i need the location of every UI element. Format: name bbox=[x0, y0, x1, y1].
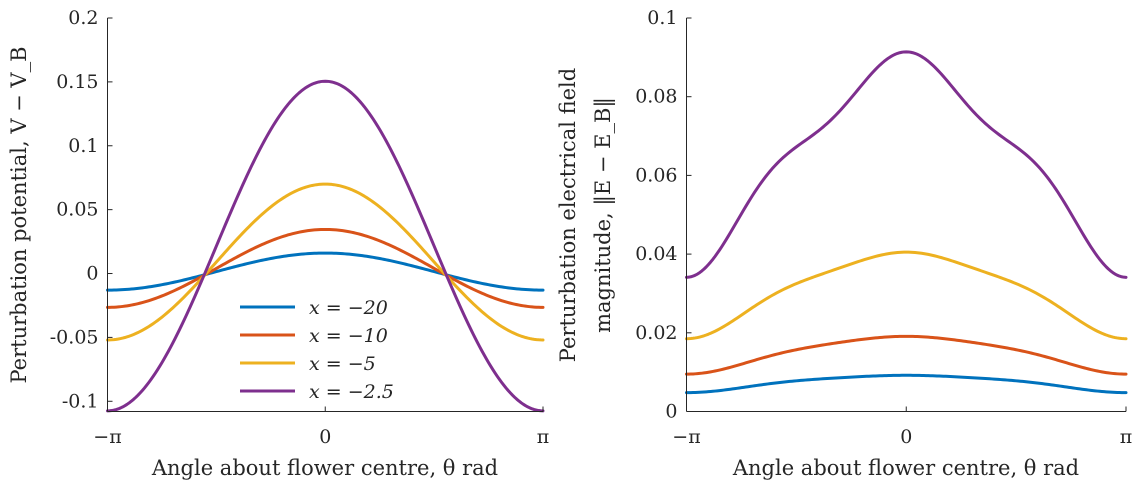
left-y-ticks: 0.2 0.15 0.1 0.05 0 -0.05 -0.1 bbox=[50, 7, 113, 412]
left-y-tick-label: 0.1 bbox=[68, 135, 98, 157]
left-y-tick-label: -0.05 bbox=[50, 326, 99, 348]
legend-label-4: x = −2.5 bbox=[309, 381, 394, 403]
left-x-ticks: −π 0 π bbox=[93, 406, 550, 448]
legend-label-2: x = −10 bbox=[309, 325, 388, 347]
right-series-line-4 bbox=[685, 50, 1128, 279]
left-series-line-3 bbox=[106, 182, 545, 342]
left-y-tick-label: 0 bbox=[86, 263, 98, 285]
right-y-tick-label: 0.1 bbox=[647, 7, 677, 29]
right-series-group bbox=[685, 50, 1128, 395]
left-y-tick-label: 0.15 bbox=[56, 71, 98, 93]
right-y-ticks: 0.1 0.08 0.06 0.04 0.02 0 bbox=[635, 7, 692, 423]
left-series-line-1 bbox=[106, 251, 545, 292]
left-series-group bbox=[106, 79, 545, 413]
right-y-tick-label: 0.08 bbox=[635, 86, 677, 108]
right-x-tick-label: π bbox=[1120, 426, 1133, 448]
right-series-line-3 bbox=[685, 250, 1128, 341]
left-x-tick-label: −π bbox=[93, 426, 121, 448]
right-y-axis-label-line1: Perturbation electrical field bbox=[556, 68, 580, 362]
right-y-tick-label: 0 bbox=[665, 401, 677, 423]
left-x-axis-label: Angle about flower centre, θ rad bbox=[151, 456, 498, 480]
right-x-axis-label: Angle about flower centre, θ rad bbox=[732, 456, 1079, 480]
legend-label-3: x = −5 bbox=[309, 353, 376, 375]
right-x-ticks: −π 0 π bbox=[672, 406, 1133, 448]
right-x-tick-label: 0 bbox=[900, 426, 912, 448]
left-series-line-4 bbox=[106, 79, 545, 413]
right-y-tick-label: 0.06 bbox=[635, 164, 677, 186]
right-y-axis-label-line2: magnitude, ‖E − E_B‖ bbox=[591, 97, 616, 333]
right-chart-panel: 0.1 0.08 0.06 0.04 0.02 0 −π 0 π Angle about fl… bbox=[556, 7, 1132, 480]
right-y-tick-label: 0.04 bbox=[635, 243, 677, 265]
right-y-tick-label: 0.02 bbox=[635, 322, 677, 344]
left-y-tick-label: 0.05 bbox=[56, 199, 98, 221]
legend-label-1: x = −20 bbox=[309, 297, 388, 319]
right-series-line-1 bbox=[685, 373, 1128, 395]
left-y-tick-label: -0.1 bbox=[62, 390, 99, 412]
left-y-axis-label: Perturbation potential, V − V_B bbox=[7, 46, 31, 383]
left-y-tick-label: 0.2 bbox=[68, 7, 98, 29]
left-series-line-2 bbox=[106, 227, 545, 309]
right-x-tick-label: −π bbox=[672, 426, 700, 448]
left-x-tick-label: π bbox=[537, 426, 550, 448]
left-x-tick-label: 0 bbox=[319, 426, 331, 448]
left-chart-panel: 0.2 0.15 0.1 0.05 0 -0.05 -0.1 −π 0 π Angle abou… bbox=[7, 7, 549, 480]
right-series-line-2 bbox=[685, 334, 1128, 376]
legend: x = −20 x = −10 x = −5 x = −2.5 bbox=[240, 297, 394, 403]
